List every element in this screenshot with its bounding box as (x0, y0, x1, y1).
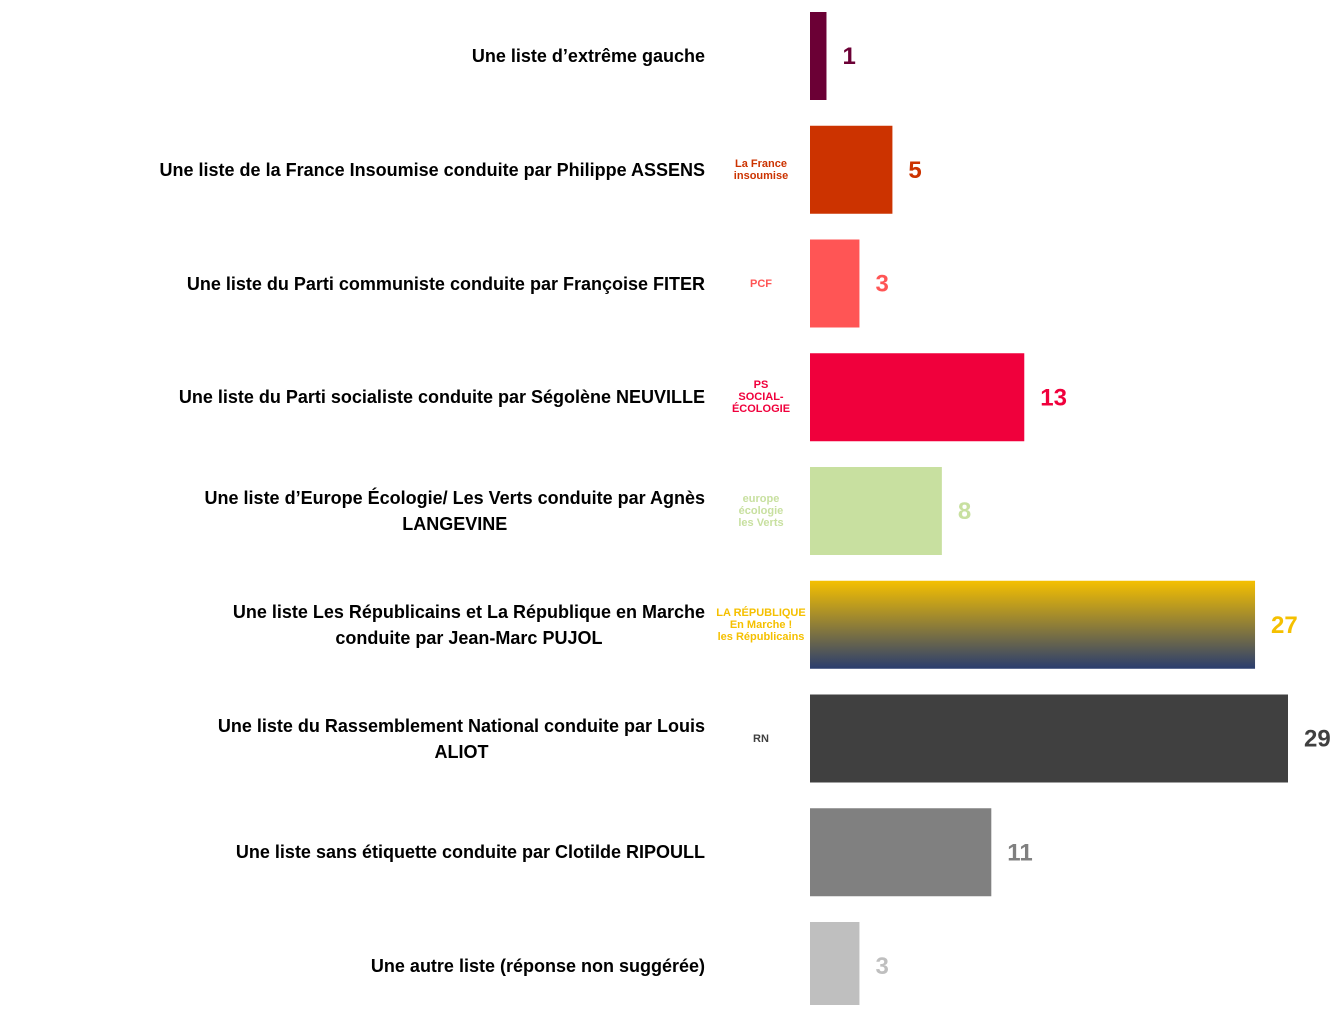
party-logo: PS SOCIAL-ÉCOLOGIE (731, 379, 791, 416)
category-label: Une liste du Rassemblement National cond… (218, 695, 705, 783)
category-text: Une liste Les Républicains et La Républi… (232, 601, 705, 648)
category-label: Une liste Les Républicains et La Républi… (233, 581, 705, 669)
value-label: 5 (908, 157, 921, 184)
category-text: Une liste du Parti socialiste conduite p… (178, 387, 705, 408)
bar (810, 580, 1256, 669)
category-text: Une liste d’Europe Écologie/ Les Verts c… (204, 488, 705, 534)
category-text: Une liste de la France Insoumise conduit… (159, 159, 705, 180)
category-label: Une liste d’extrême gauche (472, 12, 705, 100)
bar (810, 239, 860, 328)
value-label: 27 (1271, 612, 1298, 639)
bar (810, 125, 893, 214)
party-logo: La France insoumise (733, 157, 789, 182)
category-label: Une autre liste (réponse non suggérée) (371, 922, 705, 1010)
bar (810, 467, 942, 555)
party-logo: PCF (750, 277, 772, 290)
category-label: Une liste d’Europe Écologie/ Les Verts c… (205, 467, 705, 555)
bar (810, 694, 1288, 783)
category-text: Une autre liste (réponse non suggérée) (370, 956, 705, 976)
value-label: 1 (842, 43, 855, 70)
value-label: 13 (1040, 384, 1067, 411)
value-label: 3 (875, 271, 888, 298)
value-label: 3 (875, 953, 888, 980)
category-label: Une liste sans étiquette conduite par Cl… (236, 808, 705, 896)
category-label: Une liste du Parti communiste conduite p… (187, 240, 705, 328)
bar (810, 12, 827, 100)
category-text: Une liste d’extrême gauche (471, 46, 705, 66)
category-text: Une liste sans étiquette conduite par Cl… (235, 842, 705, 863)
bar (810, 353, 1025, 442)
value-label: 8 (958, 498, 971, 525)
value-label: 29 (1304, 726, 1331, 753)
category-label: Une liste du Parti socialiste conduite p… (179, 353, 705, 441)
value-label: 11 (1007, 839, 1032, 866)
party-logo: RN (753, 732, 769, 745)
party-logo: LA RÉPUBLIQUE En Marche ! les Républicai… (716, 606, 806, 643)
category-text: Une liste du Rassemblement National cond… (217, 715, 705, 762)
bar (810, 922, 860, 1005)
category-label: Une liste de la France Insoumise conduit… (160, 126, 705, 214)
category-text: Une liste du Parti communiste conduite p… (186, 273, 705, 294)
bar (810, 808, 992, 897)
party-logo: europe écologie les Verts (738, 493, 784, 529)
